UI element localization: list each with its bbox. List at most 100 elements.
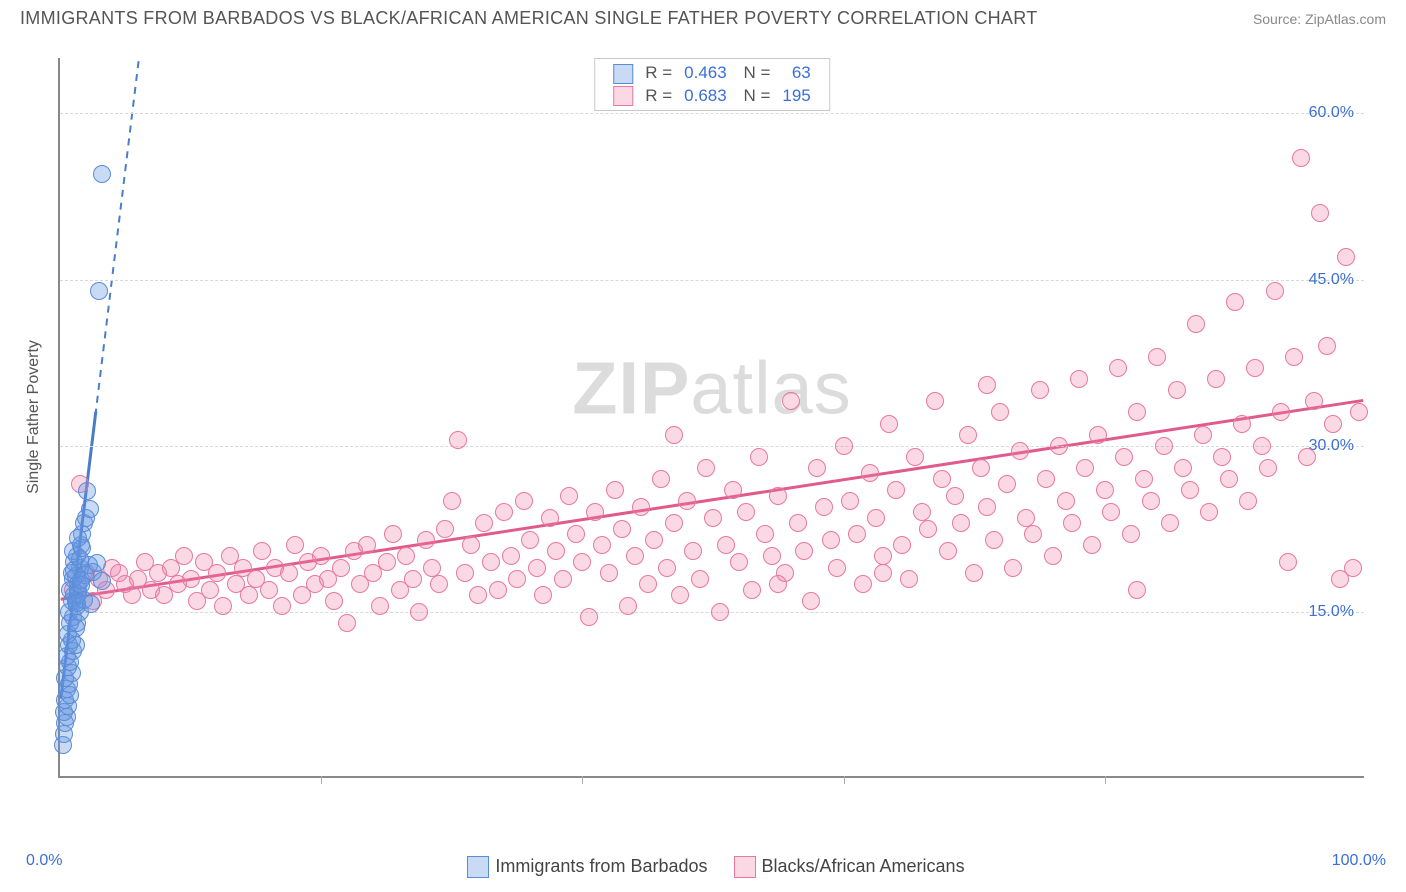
scatter-point [273,597,291,615]
scatter-point [991,403,1009,421]
scatter-point [906,448,924,466]
scatter-point [475,514,493,532]
scatter-point [378,553,396,571]
scatter-point [593,536,611,554]
x-tick [321,776,322,784]
scatter-point [528,559,546,577]
scatter-point [1148,348,1166,366]
scatter-point [1083,536,1101,554]
scatter-point [1089,426,1107,444]
scatter-point [919,520,937,538]
scatter-point [1128,581,1146,599]
legend-series-label: Immigrants from Barbados [495,856,707,876]
scatter-point [939,542,957,560]
source-label: Source: ZipAtlas.com [1253,11,1386,27]
scatter-point [815,498,833,516]
scatter-point [854,575,872,593]
scatter-point [567,525,585,543]
scatter-point [808,459,826,477]
scatter-point [462,536,480,554]
scatter-point [93,165,111,183]
scatter-point [67,636,85,654]
scatter-point [410,603,428,621]
scatter-point [978,498,996,516]
scatter-point [1037,470,1055,488]
scatter-point [632,498,650,516]
scatter-point [338,614,356,632]
scatter-point [521,531,539,549]
scatter-point [887,481,905,499]
legend-series-label: Blacks/African Americans [762,856,965,876]
scatter-point [430,575,448,593]
scatter-point [959,426,977,444]
chart-plot-area: Single Father Poverty ZIPatlas R =0.463 … [58,58,1364,778]
x-tick [1105,776,1106,784]
scatter-point [1122,525,1140,543]
scatter-point [665,514,683,532]
scatter-point [1135,470,1153,488]
scatter-point [1279,553,1297,571]
scatter-point [1128,403,1146,421]
x-tick [582,776,583,784]
scatter-point [926,392,944,410]
scatter-point [913,503,931,521]
scatter-point [1253,437,1271,455]
scatter-point [743,581,761,599]
scatter-point [312,547,330,565]
scatter-point [260,581,278,599]
legend-correlation-box: R =0.463 N =63R =0.683 N =195 [594,58,830,111]
scatter-point [90,282,108,300]
scatter-point [1350,403,1368,421]
scatter-point [848,525,866,543]
scatter-point [1246,359,1264,377]
scatter-point [1318,337,1336,355]
scatter-point [123,586,141,604]
scatter-point [1096,481,1114,499]
scatter-point [1109,359,1127,377]
scatter-point [835,437,853,455]
scatter-point [482,553,500,571]
scatter-point [1050,437,1068,455]
scatter-point [586,503,604,521]
scatter-point [802,592,820,610]
y-tick-label: 45.0% [1309,271,1354,289]
scatter-point [841,492,859,510]
scatter-point [1076,459,1094,477]
scatter-point [534,586,552,604]
scatter-point [978,376,996,394]
scatter-point [1311,204,1329,222]
scatter-point [541,509,559,527]
scatter-point [933,470,951,488]
scatter-point [619,597,637,615]
scatter-point [861,464,879,482]
scatter-point [1344,559,1362,577]
scatter-point [332,559,350,577]
scatter-point [769,487,787,505]
legend-swatch [734,856,756,878]
scatter-point [81,500,99,518]
chart-title: IMMIGRANTS FROM BARBADOS VS BLACK/AFRICA… [20,8,1038,29]
scatter-point [423,559,441,577]
scatter-point [214,597,232,615]
scatter-point [658,559,676,577]
scatter-point [828,559,846,577]
y-tick-label: 60.0% [1309,104,1354,122]
scatter-point [1155,437,1173,455]
scatter-point [952,514,970,532]
scatter-point [456,564,474,582]
scatter-point [1044,547,1062,565]
scatter-point [449,431,467,449]
scatter-point [1213,448,1231,466]
scatter-point [371,597,389,615]
gridline-h [60,280,1364,281]
scatter-point [82,595,100,613]
scatter-point [795,542,813,560]
scatter-point [652,470,670,488]
scatter-point [417,531,435,549]
scatter-point [1168,381,1186,399]
scatter-point [325,592,343,610]
scatter-point [78,482,96,500]
scatter-point [893,536,911,554]
scatter-point [1115,448,1133,466]
scatter-point [508,570,526,588]
